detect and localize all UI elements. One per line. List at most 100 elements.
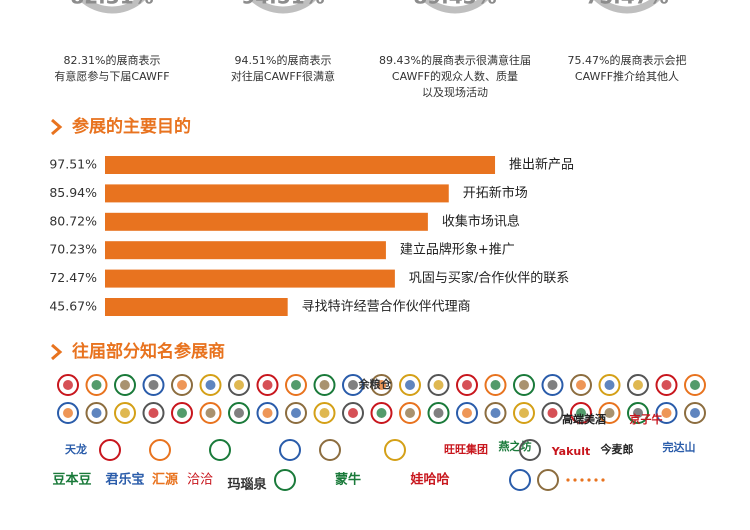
logo <box>274 469 296 491</box>
logo-name: 高端美酒 <box>562 412 606 426</box>
stat-caption: 89.43%的展商表示很满意往届 <box>379 53 531 67</box>
logo-core <box>120 380 130 390</box>
logo-name: 豆本豆 <box>52 472 91 488</box>
logo <box>627 374 649 396</box>
stat-caption: 以及现场活动 <box>422 85 488 99</box>
logo-name: 蒙牛 <box>335 472 361 488</box>
logo <box>399 374 421 396</box>
logo-core <box>262 380 273 390</box>
logo-core <box>690 408 700 418</box>
category-label: 建立品牌形象+推广 <box>400 242 515 258</box>
stat-value: 75.47% <box>585 0 668 9</box>
logo <box>537 469 559 491</box>
category-label: 收集市场讯息 <box>442 213 520 229</box>
stat-value: 89.43% <box>413 0 496 9</box>
logo <box>513 402 535 424</box>
logo <box>684 402 706 424</box>
category-label: 巩固与买家/合作伙伴的联系 <box>409 270 569 286</box>
bar <box>105 212 428 231</box>
logo <box>209 439 231 461</box>
logo-core <box>547 380 558 390</box>
bar <box>105 184 449 203</box>
logo-core <box>490 408 501 418</box>
logo-core <box>519 408 529 418</box>
logo <box>484 374 507 396</box>
logo <box>484 402 507 424</box>
section-arrow <box>51 118 63 136</box>
logo-core <box>604 380 615 390</box>
logo-core <box>604 408 615 418</box>
logo-core <box>433 380 444 390</box>
stat-ring <box>249 0 317 14</box>
logo <box>171 374 193 396</box>
stat-caption: CAWFF的观众人数、质量 <box>392 69 518 83</box>
logo <box>399 402 421 424</box>
logo <box>509 469 531 491</box>
logo <box>85 402 108 424</box>
logo <box>541 374 564 396</box>
logo-core <box>177 408 187 418</box>
logo-core <box>63 408 73 418</box>
logo-core <box>661 380 672 390</box>
logo <box>57 374 79 396</box>
bar <box>105 269 395 288</box>
logo <box>85 374 108 396</box>
logo-core <box>433 408 444 418</box>
stat-caption: 有意愿参与下届CAWFF <box>54 69 169 83</box>
category-label: 寻找特许经营合作伙伴代理商 <box>302 300 471 315</box>
logo-name: 余粮仓 <box>358 377 393 391</box>
logo-core <box>319 380 330 390</box>
logo <box>319 439 341 461</box>
logo-core <box>148 380 159 390</box>
logo-core <box>348 380 358 390</box>
category-label: 开拓新市场 <box>463 185 528 201</box>
stat-caption: 94.51%的展商表示 <box>235 53 332 67</box>
logo <box>342 402 364 424</box>
logo-core <box>234 380 244 390</box>
logo-core <box>291 380 301 390</box>
logo <box>256 374 279 396</box>
logo-name: 玛瑙泉 <box>227 477 267 493</box>
logo-core <box>633 380 643 390</box>
logo <box>285 402 307 424</box>
logo <box>570 402 592 424</box>
logo-name: 旺旺集团 <box>444 442 488 456</box>
logo-core <box>490 380 501 390</box>
logo-core <box>519 380 529 390</box>
section-title: 往届部分知名参展商 <box>72 341 225 362</box>
logo <box>313 402 336 424</box>
value-label: 85.94% <box>49 185 97 200</box>
logo-core <box>690 380 700 390</box>
logo-core <box>547 408 558 418</box>
stat-ring <box>421 0 489 14</box>
logo <box>427 402 450 424</box>
logo-core <box>376 408 387 418</box>
logo <box>627 402 649 424</box>
logo <box>149 439 171 461</box>
section-title: 参展的主要目的 <box>72 116 191 137</box>
value-label: 45.67% <box>49 299 97 314</box>
logo <box>427 374 450 396</box>
logo <box>99 439 121 461</box>
logo <box>142 374 165 396</box>
logo <box>256 402 279 424</box>
logo-core <box>633 408 643 418</box>
section-arrow <box>51 343 63 361</box>
logo-core <box>348 408 358 418</box>
logo <box>342 374 364 396</box>
logo-name: 君乐宝 <box>105 472 144 488</box>
logo <box>456 374 478 396</box>
logo-name: 娃哈哈 <box>409 472 449 488</box>
bar <box>105 298 288 316</box>
logo <box>519 439 541 461</box>
logo <box>57 402 79 424</box>
logo <box>228 374 250 396</box>
logo <box>370 402 393 424</box>
stat-caption: 对往届CAWFF很满意 <box>231 69 335 83</box>
logo-core <box>462 408 472 418</box>
logo <box>171 402 193 424</box>
logo-core <box>91 408 102 418</box>
value-label: 70.23% <box>49 242 97 257</box>
logo <box>142 402 165 424</box>
